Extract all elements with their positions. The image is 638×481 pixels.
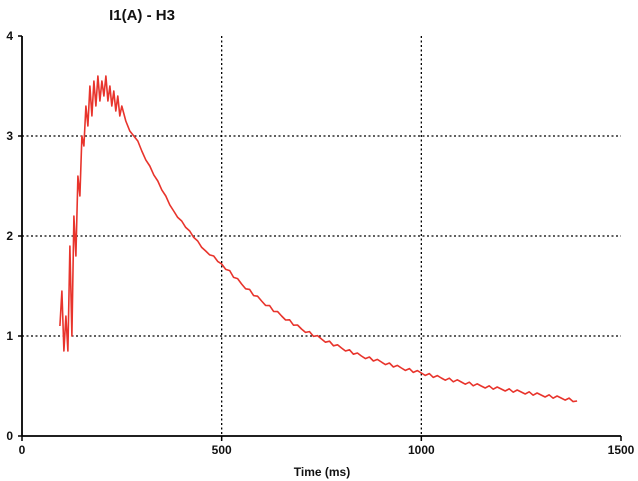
y-tick-label: 1	[6, 329, 13, 343]
y-tick-label: 2	[6, 229, 13, 243]
y-tick-label: 0	[6, 429, 13, 443]
x-tick-label: 0	[19, 443, 26, 457]
series-line	[59, 75, 578, 403]
y-tick-label: 3	[6, 129, 13, 143]
y-tick-label: 4	[6, 29, 13, 43]
x-tick-label: 500	[212, 443, 232, 457]
axes	[18, 35, 622, 441]
tick-labels: 0 500 1000 1500 0 1 2 3 4	[6, 29, 634, 457]
x-tick-label: 1500	[608, 443, 635, 457]
x-axis-label: Time (ms)	[294, 465, 350, 479]
chart-title: I1(A) - H3	[109, 7, 175, 24]
grid-lines	[22, 36, 621, 436]
series-group	[59, 75, 578, 403]
x-tick-label: 1000	[408, 443, 435, 457]
